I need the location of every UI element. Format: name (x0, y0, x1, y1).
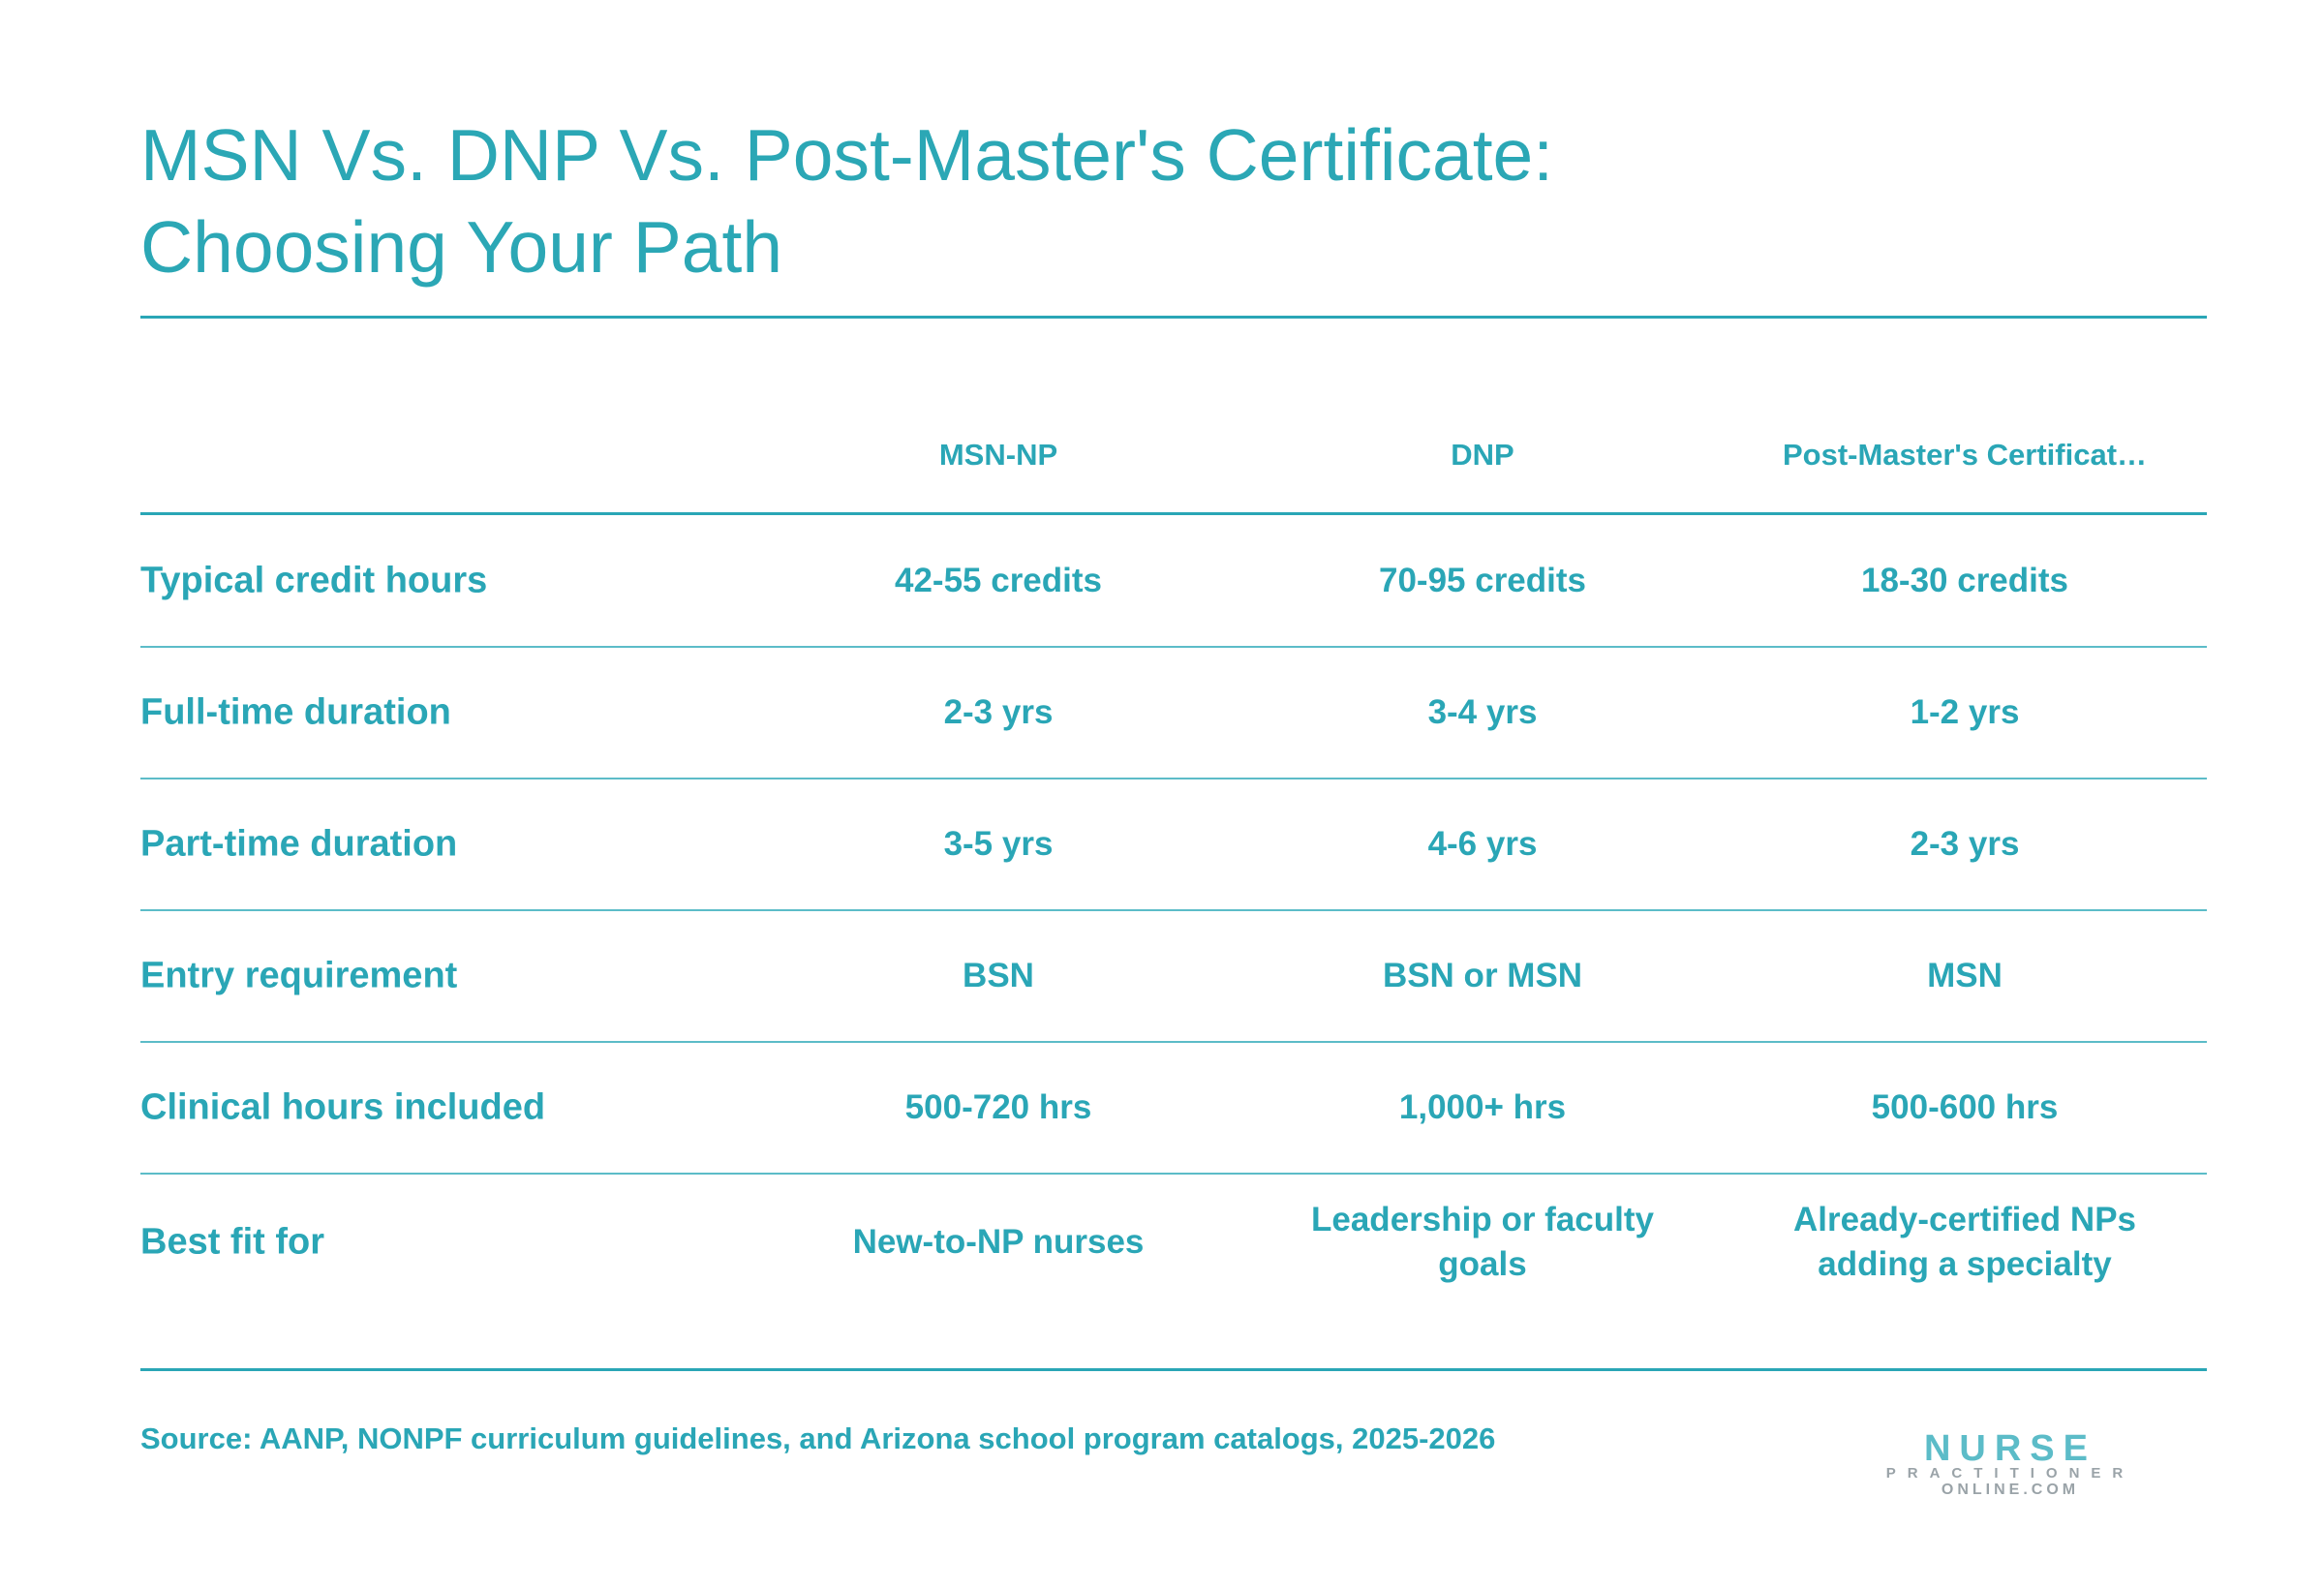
table-cell: 2-3 yrs (1910, 825, 2020, 863)
title-line: Choosing Your Path (140, 206, 783, 288)
row-label: Entry requirement (140, 955, 458, 996)
row-divider (140, 1173, 2207, 1175)
logo-text: NURSE (1923, 1428, 2097, 1469)
row-divider (140, 909, 2207, 911)
logo: NURSE PRACTITIONER ONLINE.COM (1869, 1428, 2152, 1499)
table-cell: Already-certified NPs adding a specialty (1792, 1201, 2137, 1283)
row-label: Full-time duration (140, 691, 451, 733)
row-label: Clinical hours included (140, 1086, 546, 1128)
row-label: Best fit for (140, 1221, 324, 1263)
row-label: Part-time duration (140, 823, 458, 865)
table-cell: 1,000+ hrs (1398, 1088, 1567, 1126)
column-header: Post-Master's Certificat… (1782, 438, 2148, 472)
table-cell: 2-3 yrs (943, 693, 1054, 731)
table-cell: 42-55 credits (894, 562, 1103, 599)
table-cell: 18-30 credits (1860, 562, 2069, 599)
header-rule (140, 512, 2207, 515)
table-cell: 4-6 yrs (1427, 825, 1538, 863)
logo-text: PRACTITIONER (1885, 1465, 2135, 1482)
title-line: MSN Vs. DNP Vs. Post-Master's Certificat… (140, 114, 1554, 196)
row-divider (140, 646, 2207, 648)
table-cell: 3-4 yrs (1427, 693, 1538, 731)
table-cell: 70-95 credits (1378, 562, 1587, 599)
source-note: Source: AANP, NONPF curriculum guideline… (140, 1421, 1496, 1455)
table-cell: MSN (1927, 957, 2003, 994)
table-cell: 1-2 yrs (1910, 693, 2020, 731)
table-cell: 3-5 yrs (943, 825, 1054, 863)
table-cell: Leadership or faculty goals (1311, 1201, 1654, 1283)
table-cell: BSN or MSN (1382, 957, 1583, 994)
table-bottom-rule (140, 1368, 2207, 1371)
row-divider (140, 778, 2207, 779)
table-cell: 500-720 hrs (904, 1088, 1092, 1126)
table-cell: 500-600 hrs (1871, 1088, 2059, 1126)
title-rule (140, 316, 2207, 319)
row-label: Typical credit hours (140, 560, 488, 601)
column-header: DNP (1451, 438, 1514, 472)
column-header: MSN-NP (938, 438, 1058, 472)
table-cell: BSN (963, 957, 1034, 994)
logo-text: ONLINE.COM (1941, 1482, 2080, 1498)
table-cell: New-to-NP nurses (852, 1223, 1145, 1261)
row-divider (140, 1041, 2207, 1043)
